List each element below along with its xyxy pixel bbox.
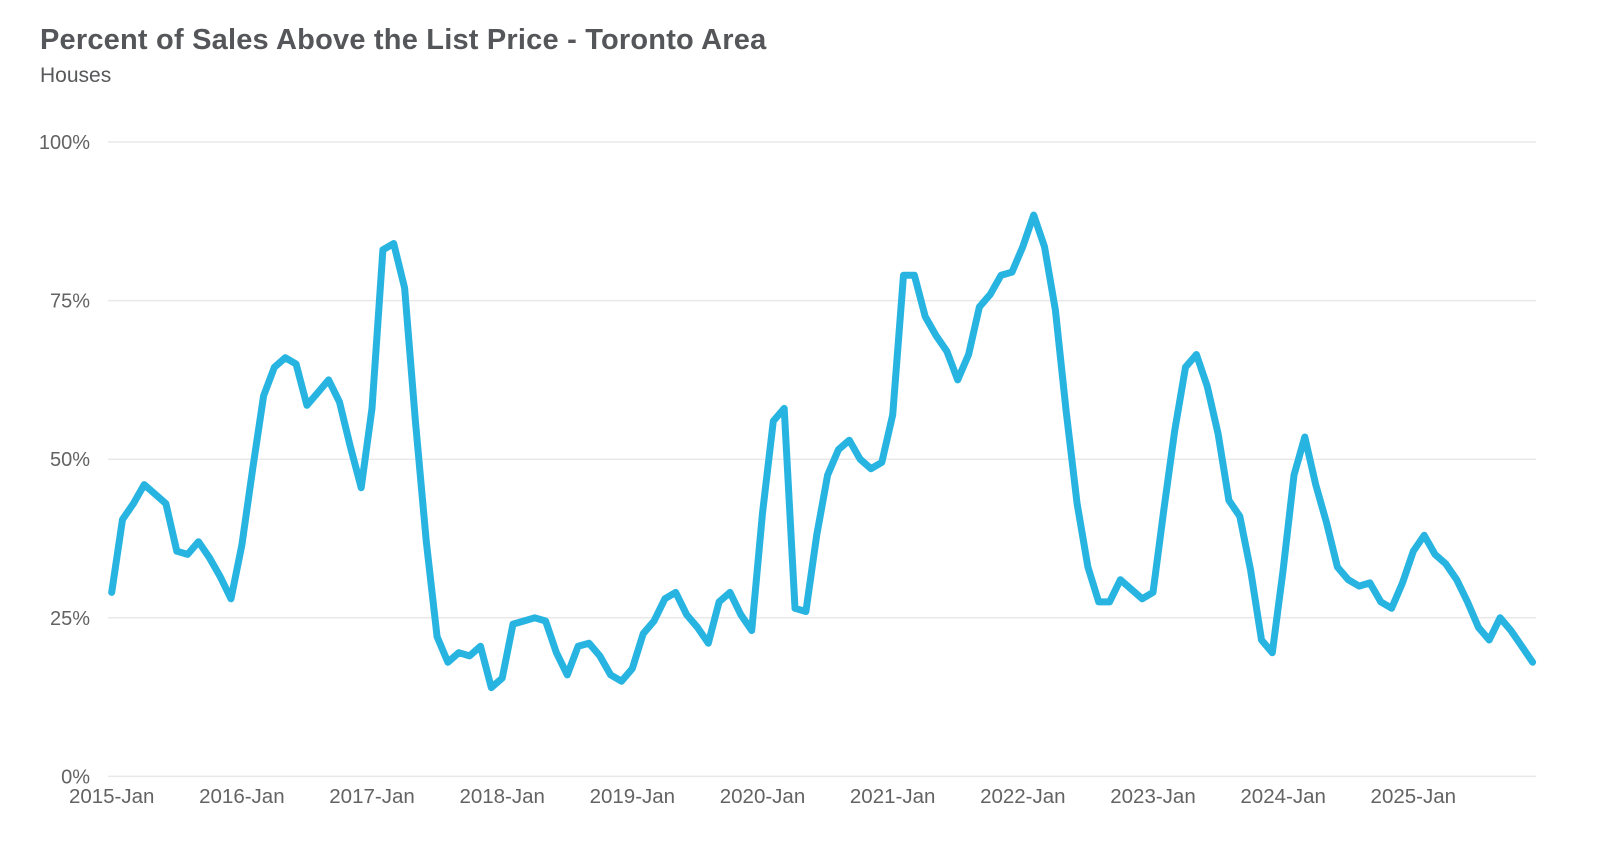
chart-title: Percent of Sales Above the List Price - … — [40, 24, 767, 56]
x-axis-tick-label: 2017-Jan — [329, 785, 414, 808]
x-axis-tick-label: 2016-Jan — [199, 785, 284, 808]
series-line-houses — [108, 211, 1537, 692]
x-axis-tick-label: 2020-Jan — [720, 785, 805, 808]
y-axis-tick-label: 75% — [50, 291, 90, 313]
x-axis-tick-label: 2021-Jan — [850, 785, 935, 808]
x-axis-tick-label: 2018-Jan — [459, 785, 544, 808]
y-axis-tick-label: 25% — [50, 608, 90, 630]
chart-subtitle: Houses — [40, 64, 112, 87]
x-axis-tick-label: 2023-Jan — [1110, 785, 1195, 808]
y-axis-tick-label: 50% — [50, 449, 90, 471]
x-axis-tick-label: 2022-Jan — [980, 785, 1065, 808]
x-axis-tick-label: 2015-Jan — [69, 785, 154, 808]
x-axis-tick-label: 2025-Jan — [1371, 785, 1456, 808]
x-axis-tick-label: 2024-Jan — [1240, 785, 1325, 808]
x-axis-tick-label: 2019-Jan — [590, 785, 675, 808]
y-axis-tick-label: 100% — [39, 132, 90, 154]
y-axis-tick-label: 0% — [61, 766, 90, 788]
